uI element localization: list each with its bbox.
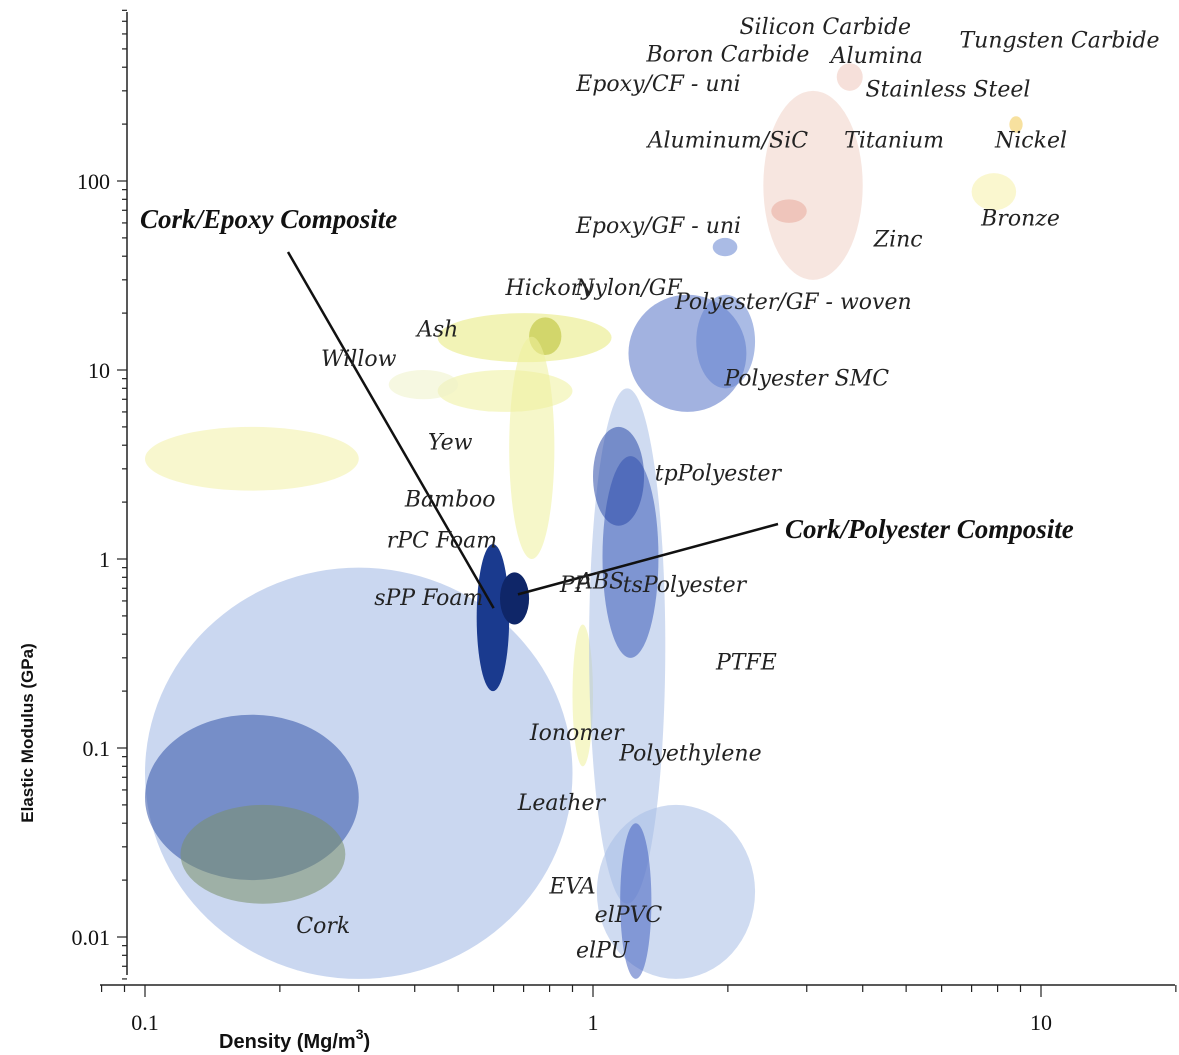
region-cork-polyester-composite [499, 572, 530, 625]
axes: 0.01 0.1 1 10 100 0.1 1 10 [72, 9, 1177, 1035]
region-balsa [145, 426, 359, 491]
y-tick-label: 0.1 [83, 736, 111, 761]
label-alumina: Alumina [829, 44, 923, 69]
label-tppolyester: tpPolyester [655, 462, 783, 487]
region-elpvc [620, 823, 652, 979]
callouts: Cork/Epoxy Composite Cork/Polyester Compo… [140, 204, 1074, 609]
label-eva: EVA [548, 874, 595, 899]
label-yew: Yew [428, 430, 473, 455]
region-ash [437, 313, 612, 363]
label-willow: Willow [321, 347, 397, 372]
label-bamboo: Bamboo [404, 487, 496, 512]
x-tick-label: 10 [1030, 1010, 1052, 1035]
region-cork [180, 804, 346, 904]
x-axis-title-superscript: 3 [356, 1026, 364, 1042]
region-tppolyester [593, 426, 645, 526]
label-abs: ABS [575, 569, 624, 594]
x-axis-title-close: ) [363, 1031, 370, 1053]
label-spp-foam: sPP Foam [374, 586, 483, 611]
region-nickel [1009, 116, 1023, 133]
label-epoxy-gf-uni: Epoxy/GF - uni [575, 214, 741, 239]
x-axis-title: Density (Mg/m3) [219, 1026, 370, 1053]
label-boron-carbide: Boron Carbide [645, 42, 809, 67]
y-axis-title: Elastic Modulus (GPa) [18, 643, 37, 822]
label-cork: Cork [296, 914, 350, 939]
x-tick-label: 0.1 [131, 1010, 159, 1035]
label-ionomer: Ionomer [529, 721, 625, 746]
label-ash: Ash [415, 318, 458, 343]
label-aluminum-sic: Aluminum/SiC [646, 129, 809, 154]
y-tick-label: 10 [88, 358, 110, 383]
region-bamboo [509, 336, 555, 559]
region-alumina [836, 63, 863, 91]
label-nickel: Nickel [994, 129, 1067, 154]
region-zinc-bronze [971, 173, 1017, 211]
label-polyester-gf-woven: Polyester/GF - woven [674, 290, 912, 315]
callout-cork-polyester-composite: Cork/Polyester Composite [785, 514, 1074, 544]
label-zinc: Zinc [873, 228, 923, 253]
label-tspolyester: tsPolyester [623, 573, 748, 598]
label-leather: Leather [517, 791, 607, 816]
y-tick-label: 100 [77, 169, 110, 194]
region-ionomer [572, 624, 593, 767]
y-ticks: 0.01 0.1 1 10 100 [72, 9, 127, 980]
region-metals-ceramics [763, 90, 863, 280]
label-bronze: Bronze [980, 207, 1060, 232]
label-ptfe: PTFE [715, 651, 777, 676]
label-elpvc: elPVC [595, 903, 663, 928]
region-willow [388, 370, 459, 400]
x-ticks: 0.1 1 10 [100, 985, 1177, 1035]
callout-cork-epoxy-composite: Cork/Epoxy Composite [140, 204, 397, 234]
region-cork-epoxy-composite [476, 544, 510, 692]
label-rpc-foam: rPC Foam [387, 529, 497, 554]
label-pp: PP [559, 573, 591, 598]
x-axis-title-text: Density (Mg/m [219, 1031, 356, 1053]
label-tungsten-carbide: Tungsten Carbide [959, 28, 1159, 53]
label-polyethylene: Polyethylene [618, 741, 761, 766]
y-tick-label: 0.01 [72, 925, 111, 950]
y-tick-label: 1 [99, 547, 110, 572]
material-regions [145, 63, 1023, 979]
label-nylon-gf: Nylon/GF [574, 276, 682, 301]
label-titanium: Titanium [844, 129, 944, 154]
callout-line-cork-polyester-composite [517, 522, 779, 596]
label-epoxy-cf-uni: Epoxy/CF - uni [575, 72, 741, 97]
region-epoxy-gf-uni [712, 237, 738, 257]
x-tick-label: 1 [588, 1010, 599, 1035]
label-stainless-steel: Stainless Steel [866, 77, 1031, 102]
label-silicon-carbide: Silicon Carbide [739, 15, 911, 40]
label-polyester-smc: Polyester SMC [723, 366, 889, 391]
region-polyester-smc [696, 294, 756, 389]
callout-line-cork-epoxy-composite [286, 251, 495, 609]
label-hickory: Hickory [505, 276, 595, 301]
label-elpu: elPU [576, 938, 630, 963]
